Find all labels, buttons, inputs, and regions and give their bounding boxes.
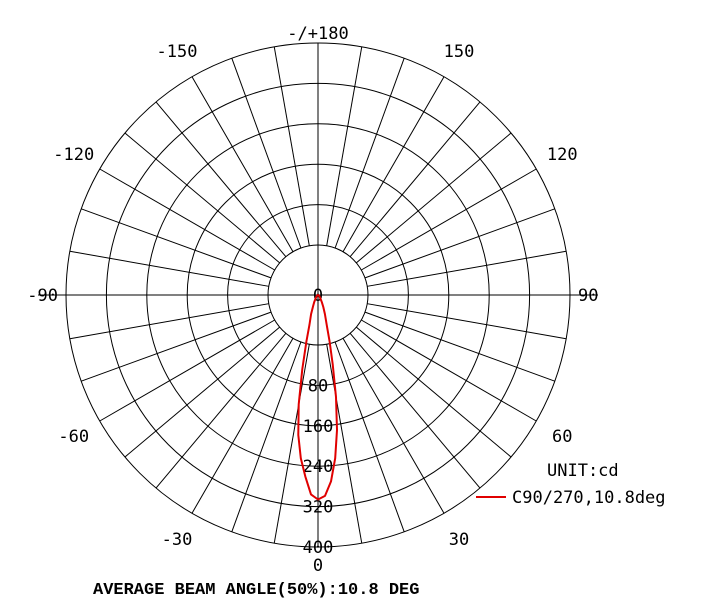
grid-spoke-60	[361, 319, 537, 422]
legend-series-label: C90/270,10.8deg	[512, 488, 666, 508]
grid-spoke-50	[355, 326, 512, 458]
grid-spoke-140	[349, 101, 481, 258]
grid-spoke-100	[367, 250, 567, 287]
grid-spoke-70	[364, 311, 555, 382]
grid-spoke-230	[124, 132, 281, 264]
radial-tick-label-400: 400	[303, 538, 334, 558]
grid-spoke-40	[349, 332, 481, 489]
grid-spoke-150	[342, 76, 445, 252]
grid-spoke-190	[273, 46, 310, 246]
angle-label-120: 120	[547, 145, 578, 165]
angle-label--60: -60	[58, 427, 89, 447]
angle-label-90: 90	[578, 286, 598, 306]
grid-spoke-320	[155, 332, 287, 489]
radial-tick-label-160: 160	[303, 417, 334, 437]
footer-beam-angle: AVERAGE BEAM ANGLE(50%):10.8 DEG	[93, 581, 419, 600]
angle-label--30: -30	[162, 530, 193, 550]
grid-spoke-310	[124, 326, 281, 458]
radial-tick-label-240: 240	[303, 457, 334, 477]
grid-spoke-340	[231, 341, 302, 532]
grid-spoke-200	[231, 58, 302, 249]
legend: UNIT:cd C90/270,10.8deg	[476, 461, 666, 508]
polar-grid	[38, 42, 598, 548]
grid-spoke-130	[355, 132, 512, 264]
grid-spoke-120	[361, 168, 537, 271]
grid-spoke-260	[69, 250, 269, 287]
angle-label--90: -90	[27, 286, 58, 306]
grid-spoke-240	[99, 168, 275, 271]
grid-spoke-30	[342, 338, 445, 514]
angle-label--120: -120	[53, 145, 94, 165]
grid-spoke-160	[334, 58, 405, 249]
grid-spoke-220	[155, 101, 287, 258]
grid-spoke-80	[367, 303, 567, 340]
grid-spoke-110	[364, 208, 555, 279]
grid-spoke-10	[326, 344, 363, 544]
radial-tick-label-80: 80	[308, 376, 328, 396]
grid-spoke-210	[191, 76, 294, 252]
radial-tick-label-320: 320	[303, 498, 334, 518]
angle-label-0: 0	[313, 556, 323, 576]
angle-label-150: 150	[444, 42, 475, 62]
grid-spoke-290	[81, 311, 272, 382]
angle-labels: -/+180 -150 150 -120 120 -90 90 -60 60 -30 30 0	[27, 24, 598, 576]
angle-label-30: 30	[449, 530, 469, 550]
grid-spoke-330	[191, 338, 294, 514]
series-curve-0	[297, 294, 338, 501]
angle-label--150: -150	[157, 42, 198, 62]
unit-label: UNIT:cd	[547, 461, 619, 481]
grid-spoke-20	[334, 341, 405, 532]
grid-spoke-300	[99, 319, 275, 422]
grid-spoke-350	[273, 344, 310, 544]
grid-spoke-280	[69, 303, 269, 340]
grid-spoke-170	[326, 46, 363, 246]
grid-spoke-250	[81, 208, 272, 279]
angle-label--/+180: -/+180	[287, 24, 348, 44]
angle-label-60: 60	[552, 427, 572, 447]
series-layer	[297, 294, 338, 501]
